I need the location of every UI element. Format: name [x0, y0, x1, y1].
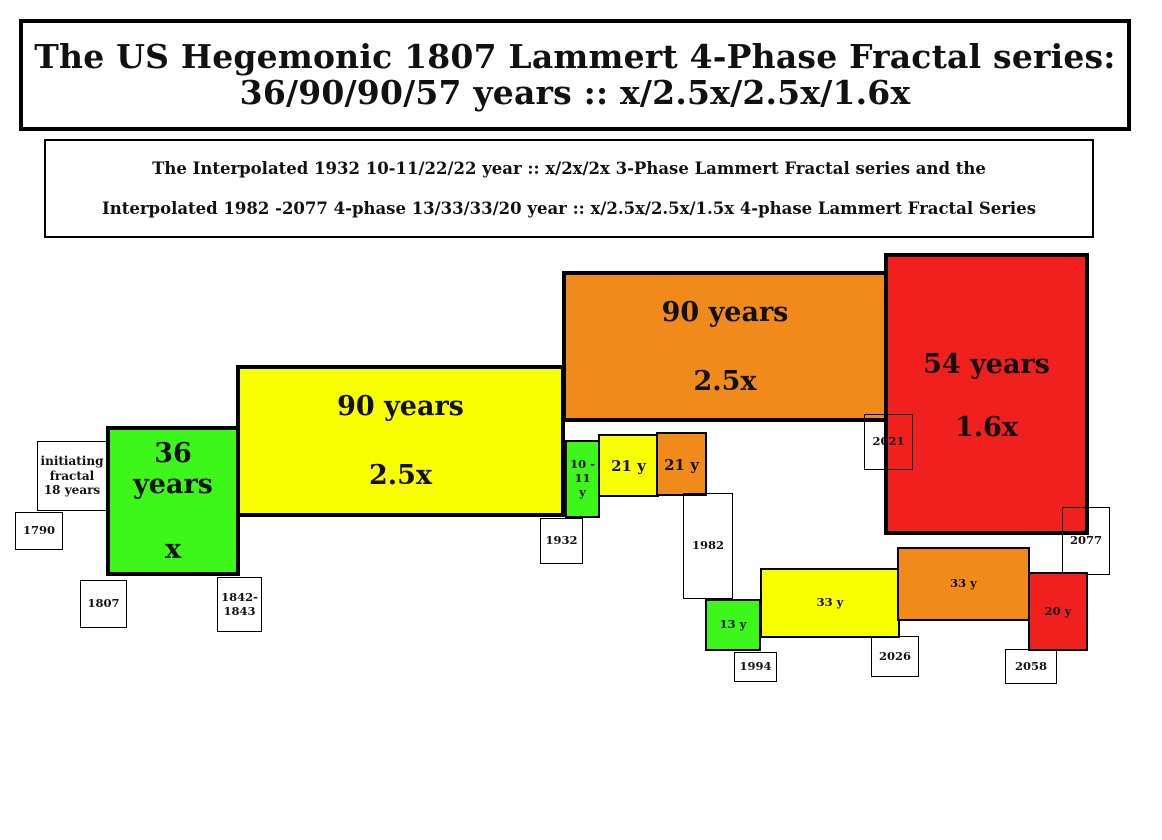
- subtitle-box: The Interpolated 1932 10-11/22/22 year :…: [44, 139, 1094, 238]
- phase-2-90-years: 90 years 2.5x: [236, 365, 565, 517]
- phase-2-ratio: 2.5x: [368, 460, 433, 491]
- phase-4-duration: 54 years: [923, 349, 1050, 380]
- subtitle-line-2: Interpolated 1982 -2077 4-phase 13/33/33…: [102, 198, 1036, 218]
- phase-2-duration: 90 years: [337, 391, 464, 422]
- main-title: The US Hegemonic 1807 Lammert 4-Phase Fr…: [19, 19, 1131, 131]
- phase-1-ratio: x: [164, 533, 182, 565]
- title-line-1: The US Hegemonic 1807 Lammert 4-Phase Fr…: [34, 37, 1116, 77]
- phase-1-36-years: 36 years x: [106, 426, 240, 576]
- phase-3-90-years: 90 years 2.5x: [562, 271, 888, 422]
- sub-1932-phase-1: 10 - 11 y: [565, 440, 600, 518]
- year-2058-label: 2058: [1005, 649, 1057, 684]
- year-2021-label: 2021: [864, 414, 913, 470]
- phase-3-duration: 90 years: [661, 296, 789, 328]
- initiating-fractal-box: initiating fractal 18 years: [37, 441, 107, 511]
- sub-1932-phase-2: 21 y: [598, 434, 659, 497]
- year-2026-label: 2026: [871, 636, 919, 677]
- year-1807-label: 1807: [80, 580, 127, 628]
- year-1932-label: 1932: [540, 518, 583, 564]
- phase-4-ratio: 1.6x: [954, 412, 1019, 443]
- sub-1982-phase-1: 13 y: [705, 599, 761, 651]
- year-2077-label: 2077: [1062, 507, 1110, 575]
- phase-3-ratio: 2.5x: [693, 365, 757, 397]
- sub-1932-phase-3: 21 y: [656, 432, 707, 496]
- phase-1-duration: 36 years: [133, 437, 213, 500]
- sub-1982-phase-3: 33 y: [897, 547, 1030, 621]
- subtitle-line-1: The Interpolated 1932 10-11/22/22 year :…: [152, 159, 986, 179]
- sub-1982-phase-2: 33 y: [760, 568, 900, 638]
- title-line-2: 36/90/90/57 years :: x/2.5x/2.5x/1.6x: [239, 73, 911, 112]
- phase-4-54-years: 54 years 1.6x: [884, 253, 1089, 535]
- initiating-fractal-label: initiating fractal 18 years: [40, 454, 104, 498]
- sub-1982-phase-4: 20 y: [1028, 572, 1088, 651]
- year-1994-label: 1994: [734, 652, 777, 682]
- year-1982-label: 1982: [683, 493, 733, 599]
- year-1842-1843-label: 1842- 1843: [217, 577, 262, 632]
- year-1790-label: 1790: [15, 512, 63, 550]
